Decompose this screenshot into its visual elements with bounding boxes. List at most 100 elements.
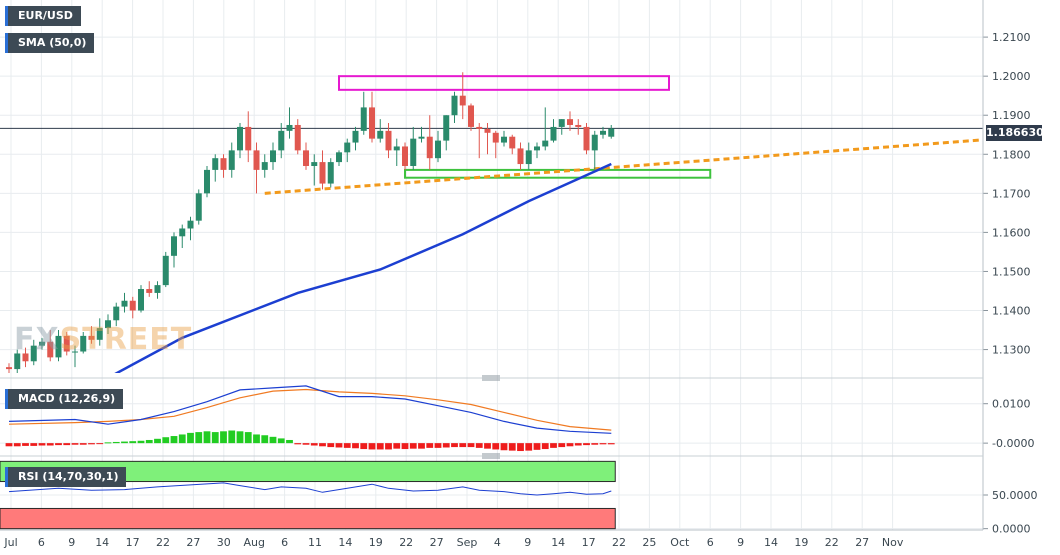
candle <box>212 154 219 182</box>
macd-histogram-bar <box>154 438 161 444</box>
macd-line <box>8 385 612 434</box>
sma-line <box>114 162 612 373</box>
x-tick-label: 22 <box>399 536 413 549</box>
rsi-tick-label: 0.0000 <box>992 523 1031 536</box>
candle <box>583 123 590 155</box>
macd-histogram-bar <box>55 443 62 446</box>
candle <box>443 115 450 151</box>
axes: Jul 6 9 14 17 22 27 30 Aug 6 11 14 19 22 27 Sep 4 9 14 17 22… <box>0 0 1038 549</box>
candle <box>286 107 293 139</box>
macd-label[interactable]: MACD (12,26,9) <box>5 389 124 409</box>
candle <box>237 123 243 159</box>
macd-histogram-bar <box>121 441 128 444</box>
candle <box>517 142 524 170</box>
x-tick-label: 6 <box>707 536 714 549</box>
candle-body <box>245 126 252 151</box>
macd-histogram-bar <box>385 443 392 450</box>
macd-histogram-bar <box>30 443 38 446</box>
candle <box>393 138 400 166</box>
candle-body <box>360 107 367 131</box>
candle <box>55 330 62 362</box>
macd-histogram-bar <box>22 443 29 446</box>
candle <box>6 363 12 373</box>
macd-histogram-bar <box>63 443 71 446</box>
macd-histogram-bar <box>599 443 607 445</box>
candle <box>476 123 483 159</box>
x-tick-label: Aug <box>243 536 264 549</box>
rsi-label[interactable]: RSI (14,70,30,1) <box>5 467 127 487</box>
candle-body <box>352 130 359 143</box>
candle-body <box>534 146 540 151</box>
candle <box>501 130 507 147</box>
candle-body <box>286 124 293 131</box>
candle <box>162 251 169 288</box>
candle-body <box>154 285 161 293</box>
macd-histogram-bar <box>566 443 574 447</box>
macd-histogram-bar <box>517 443 524 452</box>
candle <box>113 302 120 327</box>
candle <box>567 111 573 131</box>
candle-body <box>121 300 128 307</box>
candle-body <box>129 300 136 311</box>
x-tick-label: 19 <box>794 536 808 549</box>
macd-histogram-bar <box>607 443 615 445</box>
candle-body <box>294 124 301 151</box>
rsi-overbought-zone <box>0 460 616 483</box>
candle <box>278 123 285 159</box>
macd-histogram-bar <box>228 430 236 444</box>
candle-body <box>501 136 507 143</box>
candle <box>435 130 441 163</box>
macd-histogram-bar <box>46 443 54 446</box>
candle <box>319 150 326 190</box>
candle <box>22 347 29 368</box>
candle-body <box>459 95 466 106</box>
macd-histogram-bar <box>203 431 211 444</box>
candle-body <box>336 152 342 163</box>
support-zone <box>404 168 712 179</box>
symbol-label[interactable]: EUR/USD <box>5 6 81 26</box>
candle <box>402 142 408 170</box>
macd-histogram-bar <box>508 443 516 451</box>
macd-histogram-bar <box>88 443 95 445</box>
candle-body <box>377 130 384 139</box>
rsi-resize-handle[interactable] <box>482 453 500 459</box>
candle-body <box>369 107 375 139</box>
candle-body <box>476 126 483 129</box>
candle <box>600 126 606 139</box>
candle <box>468 103 474 131</box>
macd-tick-label: -0.0000 <box>992 437 1034 450</box>
x-tick-label: 22 <box>156 536 170 549</box>
resistance-zone <box>338 75 670 91</box>
macd-histogram-bar <box>162 437 170 444</box>
candle <box>195 189 202 225</box>
macd-histogram-bar <box>170 436 178 444</box>
macd-histogram-bar <box>253 434 260 444</box>
x-tick-label: 14 <box>764 536 778 549</box>
macd-histogram-bar <box>492 443 500 450</box>
candle <box>294 119 301 155</box>
macd-histogram-bar <box>310 443 318 446</box>
candle <box>509 134 516 155</box>
macd-histogram-bar <box>96 443 104 445</box>
macd-resize-handle[interactable] <box>482 375 500 381</box>
candle-body <box>278 130 285 151</box>
sma-label[interactable]: SMA (50,0) <box>5 33 95 53</box>
macd-histogram-bar <box>426 443 434 448</box>
candle <box>550 119 557 143</box>
candle-body <box>146 289 153 293</box>
candle <box>558 119 565 135</box>
candle <box>146 281 153 297</box>
last-price-tag: 1.186630 <box>986 125 1044 141</box>
x-tick-label: Jul <box>3 536 17 549</box>
price-tick-label: 1.1800 <box>992 148 1031 161</box>
macd-histogram-bar <box>261 435 269 444</box>
macd-histogram-bar <box>220 431 227 444</box>
candle-body <box>303 150 309 166</box>
candle-body <box>426 136 433 159</box>
macd-histogram-bar <box>129 441 137 444</box>
candle-body <box>385 130 392 151</box>
x-tick-label: 27 <box>186 536 200 549</box>
macd-histogram-bar <box>302 443 310 445</box>
candle <box>138 285 144 313</box>
